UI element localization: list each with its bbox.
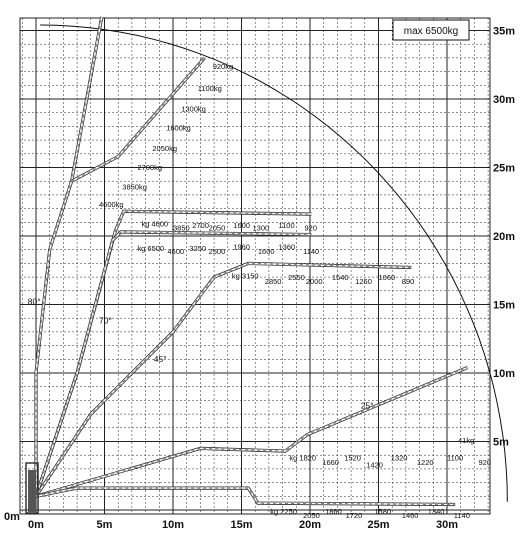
- load-label: 1960: [233, 243, 250, 252]
- load-label: 1860: [325, 507, 342, 516]
- load-label: 2050: [303, 511, 320, 520]
- load-label: 1360: [279, 243, 296, 252]
- load-label: 3850: [173, 224, 190, 233]
- load-label: kg 3150: [232, 272, 259, 281]
- x-axis-label: 0m: [28, 519, 44, 531]
- load-label: 1220: [417, 458, 434, 467]
- crane-column: [28, 470, 36, 512]
- y-axis-label: 35m: [493, 26, 515, 38]
- x-axis-label: 15m: [230, 519, 252, 531]
- load-label: 1460: [402, 511, 419, 520]
- angle-label: 25°: [361, 401, 374, 411]
- load-label: 1100kg: [198, 84, 222, 93]
- load-label: 1300kg: [181, 104, 206, 113]
- load-label: 1140: [454, 511, 470, 520]
- y-axis-label: 15m: [493, 300, 515, 312]
- steep-jib-80-boom-lattice: [35, 16, 103, 497]
- load-label: 2700kg: [137, 163, 162, 172]
- load-label: kg 1820: [289, 454, 316, 463]
- grid-layer: [19, 17, 491, 515]
- load-label: 41kg: [458, 436, 474, 445]
- load-label: kg 6500: [137, 244, 164, 253]
- x-axis-label: 25m: [367, 519, 389, 531]
- load-label: 3850kg: [122, 182, 147, 191]
- title-box: [392, 19, 470, 41]
- steep-jib-80-boom-inner: [35, 16, 103, 497]
- x-axis-label: 30m: [436, 519, 458, 531]
- load-label: 1660: [322, 458, 339, 467]
- load-label: 920kg: [213, 62, 233, 71]
- load-label: 2850: [265, 277, 282, 286]
- load-label: 2050: [209, 224, 226, 233]
- load-label: 1540: [332, 273, 349, 282]
- load-label: 1600: [233, 221, 250, 230]
- load-label: 920: [479, 458, 492, 467]
- load-label: 1520: [344, 454, 361, 463]
- jib-config-b-boom-lattice: [35, 231, 312, 497]
- max-reach-arc: [40, 24, 508, 502]
- load-label: 1060: [379, 273, 396, 282]
- y-axis-label: 20m: [493, 231, 515, 243]
- y-axis-label: 0m: [4, 511, 20, 523]
- diagram-title: max 6500kg: [404, 26, 458, 37]
- load-label: 4600kg: [99, 200, 124, 209]
- load-label: 1100: [447, 454, 463, 463]
- load-label: 2000: [306, 277, 323, 286]
- labels-layer: 920kg1100kg1300kg1600kg2050kg2700kg3850k…: [4, 26, 515, 532]
- angle-label: 80°: [28, 297, 41, 307]
- steep-jib-80-boom-outline: [34, 16, 104, 497]
- y-axis-label: 5m: [493, 437, 509, 449]
- load-label: 1100: [279, 221, 295, 230]
- load-label: 1340: [428, 507, 445, 516]
- jib-config-45-boom-inner: [35, 262, 412, 497]
- x-axis-label: 20m: [299, 519, 321, 531]
- y-axis-label: 25m: [493, 163, 515, 175]
- load-label: 1140: [303, 247, 319, 256]
- jib-config-25-boom-lattice: [35, 367, 468, 497]
- load-label: kg 4600: [142, 219, 169, 228]
- x-axis-label: 5m: [97, 519, 113, 531]
- load-label: 2500: [209, 247, 226, 256]
- y-axis-label: 10m: [493, 368, 515, 380]
- x-axis-label: 10m: [162, 519, 184, 531]
- load-label: 2550: [288, 273, 305, 282]
- boom-layer: [25, 16, 469, 514]
- load-label: 1260: [355, 277, 372, 286]
- load-label: 1720: [346, 511, 363, 520]
- horizontal-low-boom-lattice: [35, 487, 456, 505]
- angle-label: 45°: [154, 354, 167, 364]
- crane-base: [25, 462, 39, 514]
- load-label: 4600: [168, 247, 185, 256]
- load-label: 1420: [366, 461, 383, 470]
- load-label: 3250: [189, 244, 206, 253]
- load-label: 1580: [374, 507, 391, 516]
- load-label: 1600kg: [166, 124, 191, 133]
- load-label: 1320: [391, 454, 408, 463]
- steep-jib-80-jib-boom-lattice: [71, 57, 205, 182]
- y-axis-label: 30m: [493, 94, 515, 106]
- angle-label: 70°: [99, 316, 112, 326]
- load-label: 890: [402, 277, 415, 286]
- load-label: 2050kg: [152, 144, 177, 153]
- load-label: 1300: [253, 224, 270, 233]
- load-label: 2700: [192, 221, 209, 230]
- load-label: 1600: [258, 247, 275, 256]
- load-label: 920: [305, 224, 318, 233]
- load-label: kg 2250: [270, 507, 297, 516]
